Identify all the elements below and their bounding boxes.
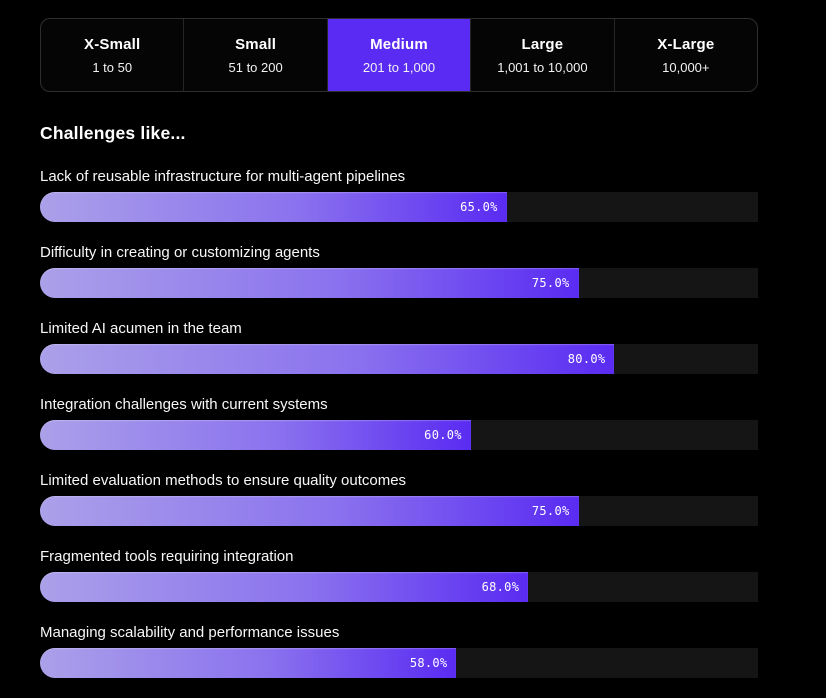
tab-medium[interactable]: Medium 201 to 1,000 bbox=[327, 19, 472, 91]
tab-label: Small bbox=[235, 35, 277, 53]
tab-large[interactable]: Large 1,001 to 10,000 bbox=[471, 19, 615, 91]
bar-fill: 68.0% bbox=[40, 572, 529, 602]
bar-fill: 60.0% bbox=[40, 420, 471, 450]
bar-category-label: Difficulty in creating or customizing ag… bbox=[40, 244, 320, 261]
bar-row: Limited evaluation methods to ensure qua… bbox=[40, 471, 758, 526]
bar-fill: 58.0% bbox=[40, 648, 457, 678]
tab-range: 10,000+ bbox=[662, 59, 710, 75]
bar-value-label: 80.0% bbox=[567, 352, 606, 366]
bar-fill: 80.0% bbox=[40, 344, 615, 374]
company-size-segmented-control: X-Small 1 to 50 Small 51 to 200 Medium 2… bbox=[40, 18, 758, 92]
bar-track: 60.0% bbox=[40, 420, 758, 450]
bar-category-label: Fragmented tools requiring integration bbox=[40, 548, 294, 565]
bar-category-label: Lack of reusable infrastructure for mult… bbox=[40, 168, 406, 185]
bar-value-label: 68.0% bbox=[481, 580, 520, 594]
bar-row: Limited AI acumen in the team 80.0% bbox=[40, 319, 758, 374]
bar-category-label: Integration challenges with current syst… bbox=[40, 396, 328, 413]
bar-chart: Lack of reusable infrastructure for mult… bbox=[40, 167, 758, 678]
bar-value-label: 65.0% bbox=[460, 200, 498, 214]
page-content: X-Small 1 to 50 Small 51 to 200 Medium 2… bbox=[40, 18, 758, 678]
tab-label: Large bbox=[521, 35, 564, 53]
bar-value-label: 75.0% bbox=[531, 504, 570, 518]
bar-row: Lack of reusable infrastructure for mult… bbox=[40, 167, 758, 222]
bar-row: Fragmented tools requiring integration 6… bbox=[40, 547, 758, 602]
bar-track: 75.0% bbox=[40, 496, 758, 526]
bar-track: 75.0% bbox=[40, 268, 758, 298]
tab-label: X-Small bbox=[83, 35, 141, 53]
section-title: Challenges like... bbox=[40, 123, 186, 143]
tab-label: Medium bbox=[370, 35, 428, 53]
tab-x-small[interactable]: X-Small 1 to 50 bbox=[41, 19, 185, 91]
bar-value-label: 60.0% bbox=[424, 428, 462, 442]
bar-fill: 75.0% bbox=[40, 496, 579, 526]
bar-row: Integration challenges with current syst… bbox=[40, 395, 758, 450]
bar-track: 68.0% bbox=[40, 572, 758, 602]
bar-fill: 75.0% bbox=[40, 268, 579, 298]
tab-small[interactable]: Small 51 to 200 bbox=[184, 19, 328, 91]
tab-range: 51 to 200 bbox=[228, 59, 283, 75]
tab-range: 201 to 1,000 bbox=[362, 59, 436, 75]
bar-value-label: 75.0% bbox=[531, 276, 570, 290]
bar-category-label: Limited evaluation methods to ensure qua… bbox=[40, 472, 407, 489]
tab-x-large[interactable]: X-Large 10,000+ bbox=[615, 19, 757, 91]
tab-label: X-Large bbox=[657, 35, 715, 53]
bar-track: 80.0% bbox=[40, 344, 758, 374]
bar-fill: 65.0% bbox=[40, 192, 507, 222]
bar-track: 58.0% bbox=[40, 648, 758, 678]
bar-value-label: 58.0% bbox=[409, 656, 448, 670]
bar-row: Managing scalability and performance iss… bbox=[40, 623, 758, 678]
tab-range: 1 to 50 bbox=[92, 59, 133, 75]
bar-track: 65.0% bbox=[40, 192, 758, 222]
tab-range: 1,001 to 10,000 bbox=[497, 59, 588, 75]
bar-row: Difficulty in creating or customizing ag… bbox=[40, 243, 758, 298]
bar-category-label: Managing scalability and performance iss… bbox=[40, 624, 340, 641]
bar-category-label: Limited AI acumen in the team bbox=[40, 320, 242, 337]
